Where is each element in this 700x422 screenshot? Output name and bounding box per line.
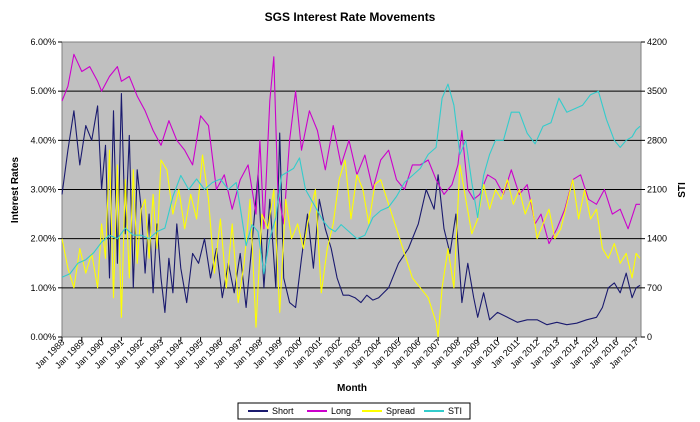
y2-tick-label: 700: [647, 283, 662, 293]
series-line-long: [61, 53, 640, 245]
series-lines: [61, 53, 641, 338]
y2-tick-label: 1400: [647, 234, 667, 244]
series-line-sti: [61, 83, 641, 278]
chart-title: SGS Interest Rate Movements: [265, 10, 436, 24]
y-tick-label: 3.00%: [30, 185, 56, 195]
y-tick-label: 1.00%: [30, 283, 56, 293]
y2-tick-label: 4200: [647, 37, 667, 47]
y2-tick-label: 3500: [647, 86, 667, 96]
y-axis-label: Interest Rates: [10, 156, 21, 223]
y2-tick-label: 0: [647, 332, 652, 342]
y-tick-label: 5.00%: [30, 86, 56, 96]
series-line-short: [61, 93, 641, 326]
y-tick-label: 6.00%: [30, 37, 56, 47]
y2-tick-label: 2800: [647, 135, 667, 145]
legend-label-short: Short: [272, 406, 294, 416]
y-tick-label: 0.00%: [30, 332, 56, 342]
legend-label-long: Long: [331, 406, 351, 416]
legend-box: [237, 402, 471, 420]
y2-axis-ticks: 0 700 1400 2100 2800 3500 4200: [641, 37, 667, 342]
legend-label-spread: Spread: [386, 406, 415, 416]
legend: Short Long Spread STI: [237, 402, 471, 420]
series-line-spread: [61, 149, 641, 338]
x-axis-label: Month: [337, 383, 367, 394]
y2-tick-label: 2100: [647, 185, 667, 195]
y-tick-label: 4.00%: [30, 135, 56, 145]
y-tick-label: 2.00%: [30, 234, 56, 244]
y2-axis-label: STI: [677, 182, 688, 198]
y-axis-ticks: 0.00% 1.00% 2.00% 3.00% 4.00% 5.00% 6.00%: [30, 37, 62, 342]
legend-label-sti: STI: [448, 406, 462, 416]
